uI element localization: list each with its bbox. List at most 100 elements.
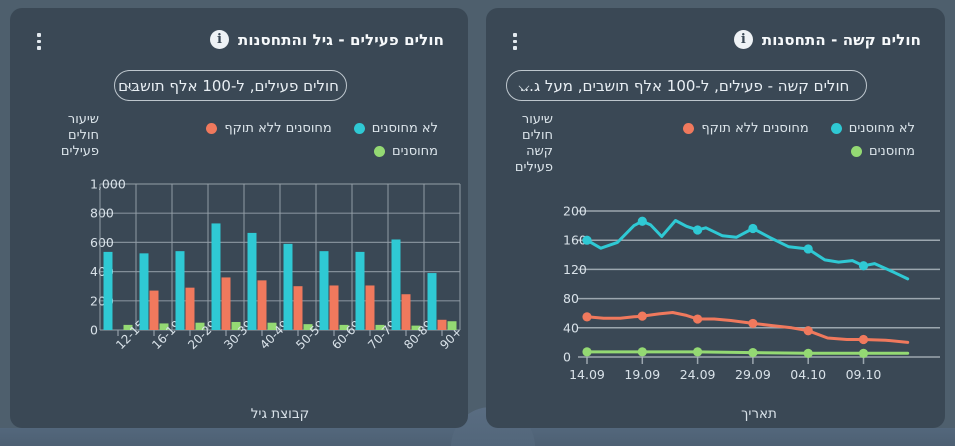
legend-column: מחוסנים ללא תוקף (206, 121, 332, 136)
y-axis-title-line: קשה (526, 144, 553, 159)
legend-dot-icon (830, 123, 842, 134)
legend-dot-icon (850, 146, 862, 157)
legend-item[interactable]: מחוסנים ללא תוקף (683, 121, 809, 136)
y-axis-title: שיעור חולים פעילים (61, 112, 99, 160)
legend-item[interactable]: מחוסנים (354, 144, 438, 159)
bar[interactable] (221, 277, 231, 330)
data-point[interactable] (693, 347, 703, 357)
data-point[interactable] (858, 334, 869, 345)
y-axis-tick-label: 80 (563, 291, 579, 306)
y-axis-tick-label: 1,000 (90, 177, 126, 192)
data-point[interactable] (803, 348, 813, 358)
bar[interactable] (375, 324, 385, 330)
x-axis-title: קבוצת גיל (251, 406, 310, 422)
bar[interactable] (319, 251, 329, 330)
bar[interactable] (231, 321, 241, 330)
data-point[interactable] (693, 225, 703, 235)
bar[interactable] (123, 324, 133, 330)
bar[interactable] (149, 290, 159, 330)
bar[interactable] (267, 322, 277, 330)
y-axis-title: שיעור חולים קשה פעילים (515, 112, 553, 176)
bar[interactable] (247, 232, 257, 330)
bar[interactable] (329, 285, 339, 330)
y-axis-tick-label: 800 (90, 206, 114, 221)
x-axis-tick-label: 24.09 (680, 367, 716, 382)
severe-patients-chart: 0 40 80 120 160 200 14.09 19.09 24.09 29.09 04.10 0… (563, 204, 940, 422)
legend-label: לא מחוסנים (371, 121, 438, 136)
data-point[interactable] (693, 314, 703, 324)
data-point[interactable] (582, 347, 592, 357)
y-axis-title-line: שיעור (521, 112, 553, 127)
y-axis-tick-label: 160 (563, 233, 587, 248)
metric-dropdown-value: חולים קשה - פעילים, ל-100 אלף תושבים, מע… (519, 76, 850, 95)
x-axis-tick-label: 14.09 (569, 367, 605, 382)
chart-legend: לא מחוסנים מחוסנים מחוסנים ללא תוקף (683, 121, 915, 159)
y-axis-title-line: שיעור (67, 112, 99, 127)
bar[interactable] (175, 251, 185, 330)
active-patients-panel: חולים פעילים - גיל והתחסנות i חולים פעיל… (10, 8, 468, 428)
data-point[interactable] (748, 223, 758, 234)
y-axis-title-line: חולים (522, 128, 553, 143)
bar[interactable] (427, 273, 437, 330)
legend-item[interactable]: מחוסנים ללא תוקף (206, 121, 332, 136)
panel-header: חולים קשה - התחסנות i (733, 30, 921, 49)
kebab-menu-icon[interactable] (37, 33, 41, 50)
data-point[interactable] (748, 348, 758, 358)
panel-title: חולים פעילים - גיל והתחסנות (238, 30, 444, 49)
metric-dropdown[interactable]: חולים קשה - פעילים, ל-100 אלף תושבים, מע… (506, 70, 867, 101)
bar[interactable] (257, 280, 267, 330)
bar[interactable] (365, 285, 375, 330)
severe-patients-panel: חולים קשה - התחסנות i חולים קשה - פעילים… (486, 8, 945, 428)
y-axis-tick-label: 0 (563, 350, 571, 365)
bar[interactable] (447, 321, 457, 330)
legend-dot-icon (373, 146, 385, 157)
y-axis-tick-label: 600 (90, 235, 114, 250)
legend-item[interactable]: לא מחוסנים (830, 121, 915, 136)
bar[interactable] (139, 253, 149, 330)
bar[interactable] (159, 323, 169, 330)
panel-header: חולים פעילים - גיל והתחסנות i (210, 30, 444, 49)
data-point[interactable] (637, 216, 647, 226)
data-point[interactable] (858, 348, 869, 358)
bar[interactable] (355, 251, 365, 330)
bar[interactable] (391, 239, 401, 330)
info-icon[interactable]: i (733, 30, 753, 49)
bar[interactable] (401, 294, 411, 330)
data-point[interactable] (803, 244, 813, 254)
x-axis-tick-label: 19.09 (624, 367, 660, 382)
legend-item[interactable]: מחוסנים (831, 144, 915, 159)
bar[interactable] (185, 287, 195, 330)
metric-dropdown[interactable]: חולים פעילים, ל-100 אלף תושבים (114, 70, 347, 101)
bar[interactable] (211, 223, 221, 330)
bar[interactable] (293, 286, 303, 330)
bar[interactable] (103, 251, 113, 330)
y-axis-title-line: חולים (68, 128, 99, 143)
x-axis-title: תאריך (741, 406, 777, 422)
legend-column: לא מחוסנים מחוסנים (353, 121, 438, 159)
panel-title: חולים קשה - התחסנות (761, 30, 921, 49)
data-point[interactable] (582, 235, 592, 245)
kebab-menu-icon[interactable] (513, 33, 517, 50)
bar[interactable] (339, 324, 349, 330)
x-axis-tick-label: 09.10 (846, 367, 882, 382)
y-axis-title-line: פעילים (60, 144, 99, 159)
bar[interactable] (437, 319, 447, 330)
bar[interactable] (283, 243, 293, 330)
bar[interactable] (411, 325, 421, 330)
data-point[interactable] (637, 311, 647, 321)
y-axis-tick-label: 40 (563, 320, 579, 335)
y-axis-title-line: פעילים (514, 160, 553, 175)
bar[interactable] (303, 324, 313, 330)
data-point[interactable] (803, 326, 813, 336)
legend-label: לא מחוסנים (848, 121, 915, 136)
legend-item[interactable]: לא מחוסנים (353, 121, 438, 136)
data-point[interactable] (582, 312, 592, 322)
data-point[interactable] (637, 347, 647, 357)
y-axis-tick-label: 200 (563, 204, 587, 219)
data-point[interactable] (858, 261, 869, 271)
data-point[interactable] (748, 318, 758, 329)
bar[interactable] (195, 322, 205, 330)
info-icon[interactable]: i (210, 30, 229, 49)
legend-dot-icon (683, 123, 695, 134)
